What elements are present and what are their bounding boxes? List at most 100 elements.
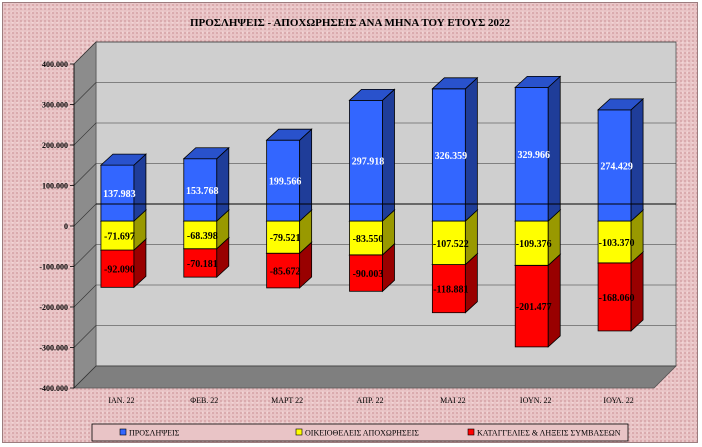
gridline-side (73, 284, 97, 308)
bar-segment-hires (597, 97, 645, 222)
bar-segment-hires-side (382, 88, 395, 222)
bar-segment-hires (265, 128, 313, 222)
bar-segment-hires-front (514, 86, 549, 222)
y-tick-label: 400.000 (42, 60, 68, 69)
data-label: -92.090 (104, 265, 135, 276)
legend: ΠΡΟΣΛΗΨΕΙΣ ΟΙΚΕΙΟΘΕΛΕΙΣ ΑΠΟΧΩΡΗΣΕΙΣ ΚΑΤΑΓΓ… (91, 423, 629, 442)
y-tick-label: -100.000 (39, 263, 68, 272)
bar-segment-voluntary-front (266, 220, 301, 254)
data-label: 153.768 (186, 186, 219, 197)
bar-segment-hires-top (431, 77, 479, 90)
legend-swatch (295, 428, 303, 436)
bar-segment-voluntary-front (514, 220, 549, 266)
chart-title: ΠΡΟΣΛΗΨΕΙΣ - ΑΠΟΧΩΡΗΣΕΙΣ ΑΝΑ ΜΗΝΑ ΤΟΥ ΕΤ… (190, 17, 511, 29)
data-label: 297.918 (352, 157, 385, 168)
data-label: -103.370 (599, 238, 635, 249)
data-label: -118.881 (433, 285, 468, 296)
bar-segment-hires-side (216, 146, 230, 222)
data-label: 326.359 (435, 151, 468, 162)
gridline-side (73, 203, 97, 227)
bar-segment-hires (182, 146, 230, 222)
y-tick-label: 100.000 (42, 182, 68, 191)
bar-segment-dismissals (597, 250, 645, 332)
gridline-side (73, 41, 97, 65)
y-tick-label: 200.000 (42, 141, 68, 150)
y-tick-label: -300.000 (39, 344, 68, 353)
bar-segment-hires-top (597, 98, 645, 111)
data-label: -83.550 (353, 234, 384, 245)
bar-segment-dismissals (514, 253, 562, 348)
bar-segment-hires-front (266, 139, 301, 222)
bar-segment-voluntary-front (597, 220, 632, 264)
bar-segment-hires (348, 88, 396, 222)
bar-segment-hires (99, 153, 147, 222)
bar-segment-voluntary-front (183, 220, 218, 250)
x-tick-label: ΙΟΥΝ. 22 (520, 396, 552, 405)
bar-segment-hires-top (99, 153, 147, 166)
x-tick-label: ΦΕΒ. 22 (190, 396, 218, 405)
legend-swatch (119, 428, 127, 436)
bar-segment-hires-top (514, 75, 562, 88)
gridline-side (73, 82, 97, 105)
y-tick-label: 0 (64, 222, 68, 231)
x-tick-label: ΑΠΡ. 22 (356, 396, 383, 405)
data-label: -109.376 (516, 239, 552, 250)
legend-entry: ΚΑΤΑΓΓΕΛΙΕΣ & ΛΗΞΕΙΣ ΣΥΜΒΑΣΕΩΝ (477, 429, 621, 438)
gridline-side (73, 244, 97, 267)
bar-segment-hires (431, 76, 479, 222)
gridline-side (73, 325, 97, 348)
legend-box (91, 423, 629, 442)
data-label: 329.966 (517, 150, 550, 161)
bar-segment-hires-top (348, 88, 396, 101)
bar-segment-dismissals-side (547, 253, 561, 348)
bar-segment-hires-front (100, 164, 135, 222)
bar-segment-hires-side (299, 128, 313, 222)
bar-segment-hires-side (547, 75, 561, 222)
data-label: 137.983 (103, 189, 136, 200)
data-label: -79.521 (270, 233, 301, 244)
data-labels: 137.983 -71.697 -92.090 153.768 -68.398 -70.1… (96, 150, 676, 313)
bar-segment-hires-front (183, 158, 218, 222)
gridline-side (73, 365, 97, 389)
data-label: -201.477 (516, 302, 552, 313)
y-tick-label: 300.000 (42, 101, 68, 110)
bar-segment-dismissals-front (266, 252, 301, 289)
axes: 400.000 300.000 200.000 100.000 0 -100.000 -20… (39, 60, 633, 405)
x-tick-label: ΙΟΥΛ. 22 (603, 396, 633, 405)
bar-segment-hires-top (265, 128, 313, 141)
gridline-side (73, 163, 97, 186)
data-label: -85.672 (270, 267, 301, 278)
data-label: 199.566 (269, 177, 302, 188)
gridline-side (73, 122, 97, 146)
bars (99, 75, 645, 348)
bar-segment-hires-side (630, 97, 644, 222)
y-tick-label: -200.000 (39, 303, 68, 312)
bar-segment-dismissals-front (514, 264, 549, 348)
legend-entry: ΟΙΚΕΙΟΘΕΛΕΙΣ ΑΠΟΧΩΡΗΣΕΙΣ (305, 429, 419, 438)
y-tick-label: -400.000 (39, 384, 68, 393)
data-label: 274.429 (600, 161, 633, 172)
bar-segment-hires (514, 75, 562, 222)
bar-segment-hires-side (133, 153, 147, 222)
data-label: -107.522 (433, 239, 469, 250)
data-label: -168.060 (599, 293, 635, 304)
bar-segment-dismissals-side (630, 250, 644, 332)
bar-segment-dismissals-front (183, 248, 218, 278)
legend-entry: ΠΡΟΣΛΗΨΕΙΣ (129, 429, 180, 438)
data-label: -70.181 (187, 259, 218, 270)
bar-segment-voluntary-front (100, 220, 135, 251)
bar-segment-dismissals-front (349, 254, 383, 292)
bar-segment-hires-front (597, 109, 632, 222)
bar-segment-dismissals-front (597, 262, 632, 332)
bar-segment-voluntary-front (349, 220, 383, 256)
bar-segment-hires-top (182, 147, 230, 160)
data-label: -68.398 (187, 231, 218, 242)
x-tick-label: ΙΑΝ. 22 (108, 396, 134, 405)
floor (73, 365, 677, 389)
x-tick-label: ΜΑΡΤ 22 (271, 396, 303, 405)
legend-swatch (467, 428, 475, 436)
data-label: -90.003 (353, 269, 384, 280)
bar-segment-hires-side (464, 76, 478, 222)
x-tick-label: ΜΑΙ 22 (440, 396, 466, 405)
